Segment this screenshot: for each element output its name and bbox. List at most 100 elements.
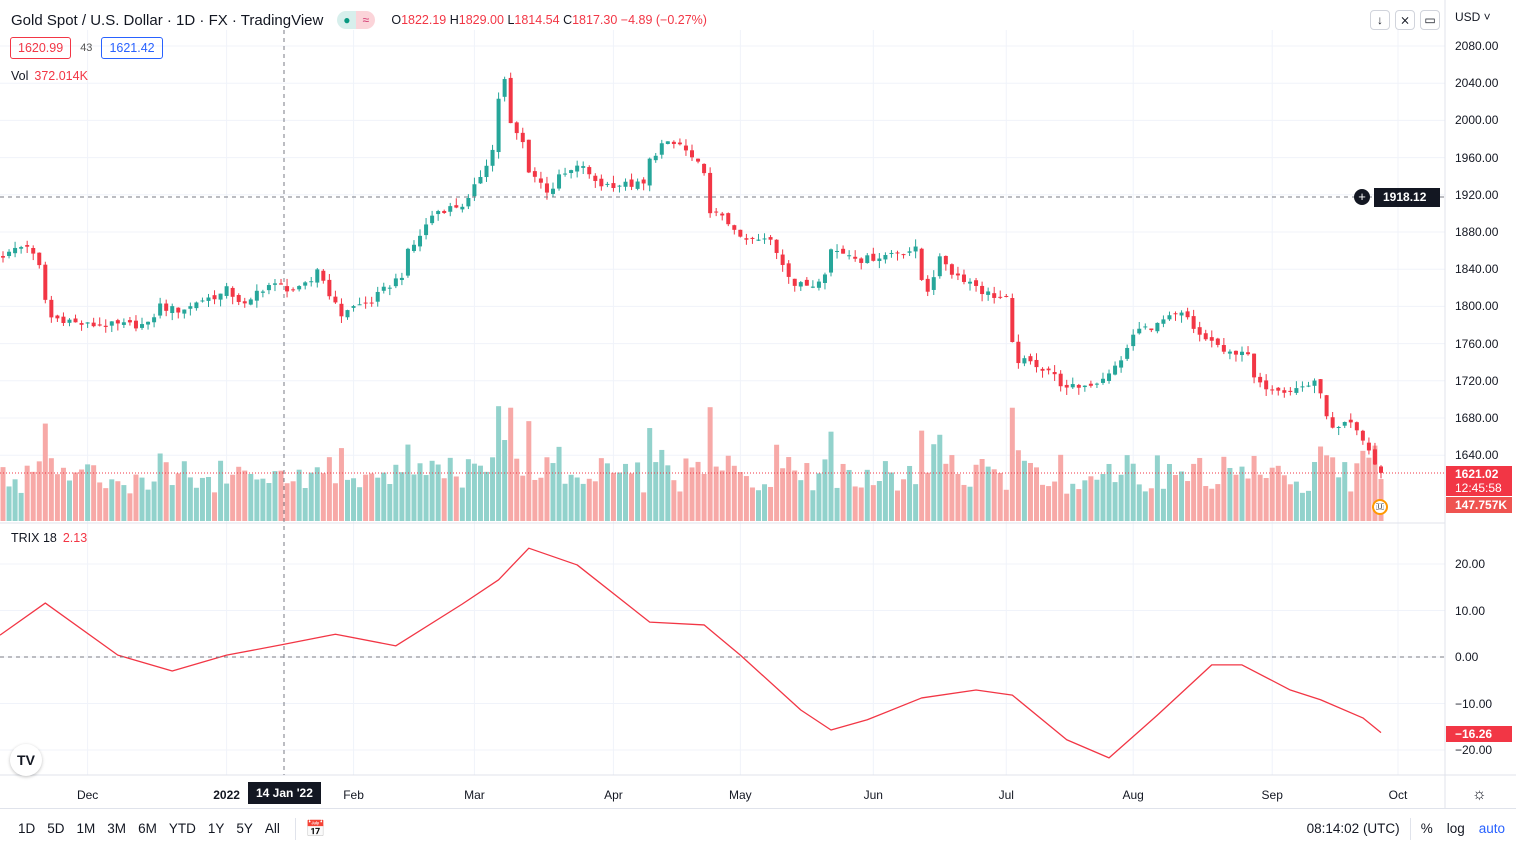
add-alert-plus-icon[interactable]: + [1354, 189, 1370, 205]
candle [756, 239, 761, 241]
currency-select[interactable]: USD ˅ [1455, 10, 1491, 24]
candle [1149, 328, 1154, 331]
volume-bar [701, 473, 707, 521]
volume-bar [768, 486, 774, 521]
candle [968, 281, 973, 284]
chart-canvas[interactable] [0, 0, 1516, 808]
candle [641, 179, 646, 184]
volume-bar [544, 457, 550, 521]
candle [466, 198, 471, 207]
volume-bar [828, 431, 834, 521]
settings-gear-icon[interactable]: ☼ [1472, 786, 1487, 803]
range-1m[interactable]: 1M [76, 821, 96, 836]
volume-bar [1257, 474, 1263, 521]
price-tick: 1960.00 [1455, 150, 1499, 165]
candle [61, 316, 66, 323]
candle [369, 302, 374, 304]
sell-button[interactable]: 1620.99 [10, 37, 72, 59]
candle [1107, 373, 1112, 381]
collapse-icon[interactable]: ⨯ [1395, 10, 1415, 30]
volume-bar [115, 481, 121, 521]
clock-utc[interactable]: 08:14:02 (UTC) [1306, 821, 1400, 836]
volume-bar [949, 455, 955, 521]
candle [810, 286, 815, 288]
volume-bar [1064, 493, 1070, 521]
range-1d[interactable]: 1D [18, 821, 36, 836]
us-flag-event-icon[interactable]: 🇺 [1372, 499, 1388, 515]
range-5d[interactable]: 5D [47, 821, 65, 836]
candle [714, 211, 719, 213]
goto-date-calendar-icon[interactable]: 📅 [305, 820, 326, 838]
volume-bar [1197, 457, 1203, 521]
range-ytd[interactable]: YTD [168, 821, 196, 836]
volume-bar [1372, 445, 1378, 521]
range-1y[interactable]: 1Y [207, 821, 225, 836]
trix-legend[interactable]: TRIX 18 2.13 [11, 531, 88, 545]
candle [895, 252, 900, 254]
volume-bar [598, 458, 604, 521]
volume-bar [985, 466, 991, 521]
candle [931, 277, 936, 290]
candle [877, 258, 882, 262]
candle [152, 317, 157, 323]
range-5y[interactable]: 5Y [236, 821, 253, 836]
candle [170, 306, 175, 314]
range-6m[interactable]: 6M [138, 821, 157, 836]
volume-bar [955, 473, 961, 521]
buy-button[interactable]: 1621.42 [101, 37, 163, 59]
volume-bar [224, 483, 230, 521]
symbol-title[interactable]: Gold Spot / U.S. Dollar · 1D · FX · Trad… [11, 11, 324, 29]
volume-bar [369, 473, 375, 521]
time-tick: Sep [1261, 788, 1283, 802]
volume-bar [399, 472, 405, 521]
candle [7, 251, 12, 257]
auto-toggle[interactable]: auto [1478, 821, 1505, 836]
volume-bar [30, 471, 36, 521]
scroll-down-icon[interactable]: ↓ [1370, 10, 1390, 30]
volume-bar [520, 475, 526, 521]
candle [980, 285, 985, 295]
volume-bar [610, 472, 616, 521]
candle [49, 299, 54, 318]
volume-bar [737, 472, 743, 521]
candle [472, 184, 477, 197]
candle [913, 246, 918, 252]
range-3m[interactable]: 3M [107, 821, 127, 836]
volume-bar [73, 472, 79, 521]
tradingview-logo[interactable]: TV [10, 744, 42, 776]
status-pill[interactable]: ● ≈ [337, 11, 376, 29]
candle [43, 264, 48, 300]
candle [333, 296, 338, 303]
volume-bar [199, 477, 205, 521]
candle [774, 239, 779, 253]
candle [109, 321, 114, 326]
volume-bar [175, 473, 181, 521]
candle [599, 178, 604, 187]
volume-bar [1088, 476, 1094, 521]
volume-bar [1118, 474, 1124, 521]
volume-bar [659, 449, 665, 521]
candle [127, 320, 132, 323]
volume-legend[interactable]: Vol 372.014K [11, 69, 88, 83]
volume-bar [490, 457, 496, 521]
volume-bar [556, 446, 562, 521]
percent-toggle[interactable]: % [1420, 821, 1433, 836]
volume-bar [54, 474, 60, 521]
log-toggle[interactable]: log [1446, 821, 1465, 836]
volume-bar [157, 453, 163, 521]
volume-bar [568, 474, 574, 521]
volume-bar [683, 458, 689, 521]
volume-bar [290, 481, 296, 521]
volume-bar [151, 481, 157, 521]
candle [847, 255, 852, 257]
volume-bar [1136, 484, 1142, 521]
candle [907, 251, 912, 253]
volume-bar [145, 489, 151, 521]
candle [1360, 430, 1365, 441]
candle [683, 145, 688, 151]
range-all[interactable]: All [264, 821, 280, 836]
maximize-icon[interactable]: ▭ [1420, 10, 1440, 30]
candle [254, 290, 259, 301]
trix-tick: −10.00 [1455, 696, 1493, 711]
candle [1131, 334, 1136, 347]
